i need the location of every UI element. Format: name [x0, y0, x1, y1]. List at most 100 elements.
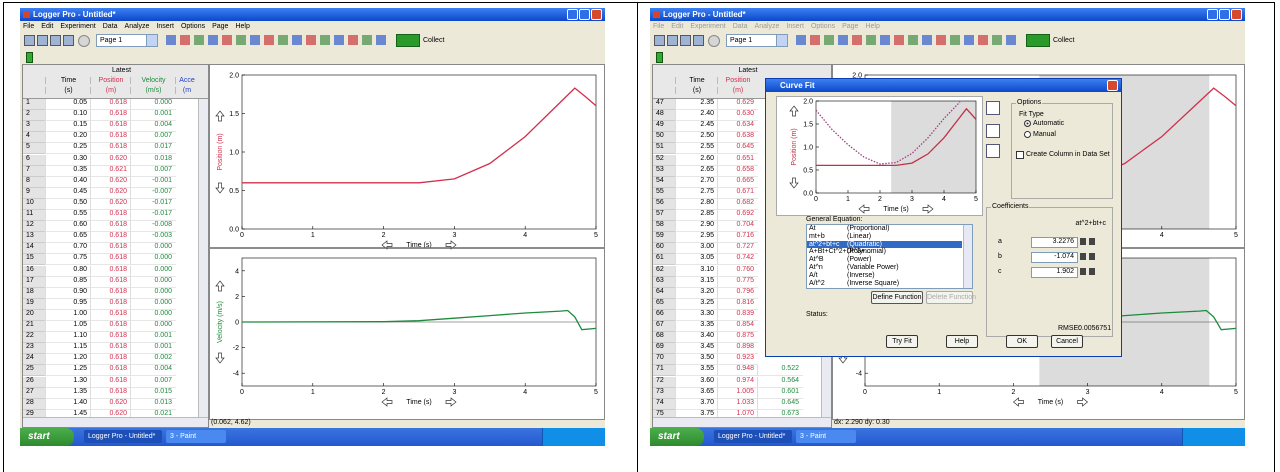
coefficient-icon[interactable] — [1089, 268, 1095, 275]
equation-item[interactable]: At^B(Power) — [807, 256, 962, 264]
equation-item[interactable]: At^n(Variable Power) — [807, 264, 962, 272]
zoom-button[interactable] — [986, 124, 1000, 138]
tool-icon[interactable] — [37, 35, 48, 46]
window-button[interactable] — [1207, 9, 1218, 20]
menu-item[interactable]: Page — [842, 23, 858, 30]
dialog-button[interactable]: Try Fit — [886, 335, 918, 348]
menu-item[interactable]: Edit — [41, 23, 53, 30]
tool-icon[interactable] — [950, 35, 960, 45]
tool-icon[interactable] — [222, 35, 232, 45]
menu-item[interactable]: Experiment — [690, 23, 725, 30]
tool-icon[interactable] — [320, 35, 330, 45]
tool-icon[interactable] — [866, 35, 876, 45]
tool-icon[interactable] — [63, 35, 74, 46]
dialog-button[interactable]: OK — [1006, 335, 1038, 348]
menu-item[interactable]: Analyze — [125, 23, 150, 30]
tool-icon[interactable] — [667, 35, 678, 46]
start-button[interactable]: start — [650, 428, 704, 446]
menu-item[interactable]: Edit — [671, 23, 683, 30]
menu-item[interactable]: Help — [235, 23, 249, 30]
page-dropdown[interactable] — [776, 34, 788, 47]
tool-icon[interactable] — [693, 35, 704, 46]
taskbar-item[interactable]: 3 - Paint — [166, 430, 226, 443]
taskbar-item[interactable]: Logger Pro - Untitled* — [714, 430, 792, 443]
collect-button[interactable]: Collect — [396, 34, 444, 46]
dialog-button[interactable]: Help — [946, 335, 978, 348]
start-button[interactable]: start — [20, 428, 74, 446]
tool-icon[interactable] — [180, 35, 190, 45]
tool-icon[interactable] — [24, 35, 35, 46]
tool-icon[interactable] — [964, 35, 974, 45]
coefficient-icon[interactable] — [1089, 253, 1095, 260]
page-dropdown[interactable] — [146, 34, 158, 47]
window-button[interactable] — [1219, 9, 1230, 20]
tool-icon[interactable] — [852, 35, 862, 45]
back-button[interactable] — [708, 35, 720, 47]
coefficient-icon[interactable] — [1080, 268, 1086, 275]
page-select[interactable]: Page 1 — [726, 34, 777, 47]
menu-item[interactable]: File — [23, 23, 34, 30]
tool-icon[interactable] — [894, 35, 904, 45]
dialog-button[interactable]: Cancel — [1051, 335, 1083, 348]
menu-item[interactable]: Page — [212, 23, 228, 30]
menu-item[interactable]: Insert — [786, 23, 804, 30]
coefficient-icon[interactable] — [1080, 253, 1086, 260]
menu-item[interactable]: Options — [811, 23, 835, 30]
tool-icon[interactable] — [880, 35, 890, 45]
window-button[interactable] — [1231, 9, 1242, 20]
zoom-button[interactable] — [986, 144, 1000, 158]
back-button[interactable] — [78, 35, 90, 47]
tool-icon[interactable] — [810, 35, 820, 45]
tool-icon[interactable] — [936, 35, 946, 45]
equation-item[interactable]: A+Bt+Ct^2+Dt^3+...(Polynomial) — [807, 248, 962, 256]
tool-icon[interactable] — [992, 35, 1002, 45]
window-button[interactable] — [591, 9, 602, 20]
tool-icon[interactable] — [978, 35, 988, 45]
tool-icon[interactable] — [824, 35, 834, 45]
tool-icon[interactable] — [908, 35, 918, 45]
menu-item[interactable]: Insert — [156, 23, 174, 30]
tool-icon[interactable] — [208, 35, 218, 45]
taskbar-item[interactable]: Logger Pro - Untitled* — [84, 430, 162, 443]
tool-icon[interactable] — [278, 35, 288, 45]
equation-item[interactable]: mt+b(Linear) — [807, 233, 962, 241]
menu-item[interactable]: Help — [865, 23, 879, 30]
tool-icon[interactable] — [348, 35, 358, 45]
menu-item[interactable]: Data — [733, 23, 748, 30]
menu-item[interactable]: Options — [181, 23, 205, 30]
collect-button[interactable]: Collect — [1026, 34, 1074, 46]
define-function-button[interactable]: Define Function — [871, 291, 923, 304]
tool-icon[interactable] — [292, 35, 302, 45]
equation-item[interactable]: A/t(Inverse) — [807, 272, 962, 280]
tool-icon[interactable] — [306, 35, 316, 45]
equation-item[interactable]: at^2+bt+c(Quadratic) — [807, 241, 962, 249]
tool-icon[interactable] — [250, 35, 260, 45]
page-select[interactable]: Page 1 — [96, 34, 147, 47]
menu-item[interactable]: Experiment — [60, 23, 95, 30]
checkbox[interactable] — [1016, 151, 1024, 159]
delete-function-button[interactable]: Delete Function — [926, 291, 973, 304]
tool-icon[interactable] — [376, 35, 386, 45]
tool-icon[interactable] — [362, 35, 372, 45]
tool-icon[interactable] — [838, 35, 848, 45]
menu-item[interactable]: Analyze — [755, 23, 780, 30]
window-button[interactable] — [567, 9, 578, 20]
menu-item[interactable]: File — [653, 23, 664, 30]
coefficient-icon[interactable] — [1089, 238, 1095, 245]
tool-icon[interactable] — [334, 35, 344, 45]
tool-icon[interactable] — [680, 35, 691, 46]
zoom-button[interactable] — [986, 101, 1000, 115]
tool-icon[interactable] — [264, 35, 274, 45]
radio-selected[interactable] — [1024, 120, 1031, 127]
tool-icon[interactable] — [796, 35, 806, 45]
menu-item[interactable]: Data — [103, 23, 118, 30]
tool-icon[interactable] — [236, 35, 246, 45]
radio[interactable] — [1024, 131, 1031, 138]
taskbar-item[interactable]: 3 - Paint — [796, 430, 856, 443]
tool-icon[interactable] — [194, 35, 204, 45]
window-button[interactable] — [579, 9, 590, 20]
tool-icon[interactable] — [50, 35, 61, 46]
equation-item[interactable]: At(Proportional) — [807, 225, 962, 233]
tool-icon[interactable] — [1006, 35, 1016, 45]
equation-item[interactable]: A/t^2(Inverse Square) — [807, 280, 962, 288]
